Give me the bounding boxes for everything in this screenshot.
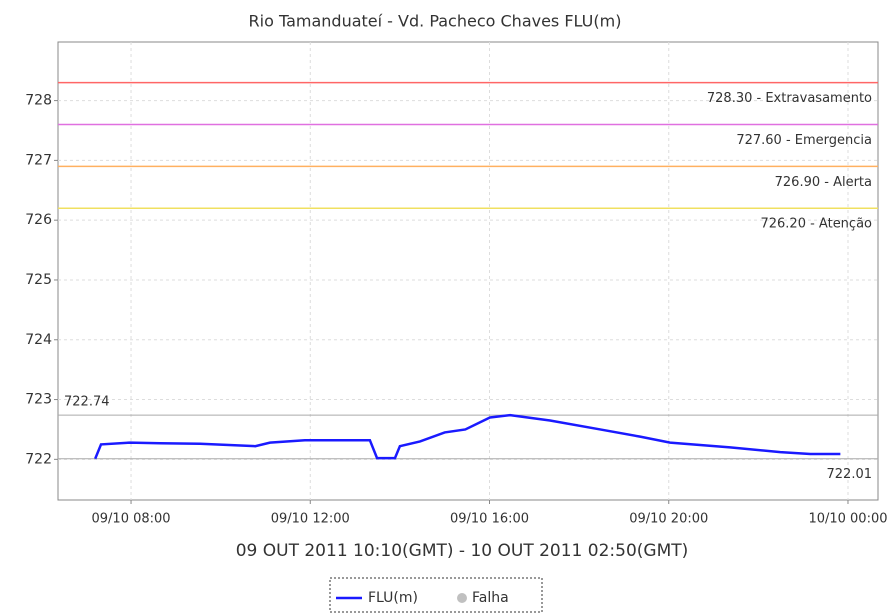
legend-label: FLU(m) bbox=[368, 590, 418, 606]
chart-title: Rio Tamanduateí - Vd. Pacheco Chaves FLU… bbox=[249, 12, 622, 31]
plot-area bbox=[57, 41, 879, 501]
data-line bbox=[94, 413, 841, 460]
legend-swatch bbox=[457, 593, 467, 603]
threshold-label: 727.60 - Emergencia bbox=[736, 133, 872, 148]
x-tick-label: 09/10 12:00 bbox=[271, 512, 350, 527]
x-tick-label: 09/10 08:00 bbox=[92, 512, 171, 527]
threshold-label: 728.30 - Extravasamento bbox=[707, 91, 872, 106]
y-tick-label: 725 bbox=[25, 272, 52, 288]
x-tick-label: 10/10 00:00 bbox=[808, 512, 887, 527]
x-tick-label: 09/10 16:00 bbox=[450, 512, 529, 527]
y-tick-label: 726 bbox=[25, 212, 52, 228]
min-label: 722.01 bbox=[827, 467, 873, 482]
threshold-label: 726.20 - Atenção bbox=[760, 217, 872, 232]
max-label: 722.74 bbox=[64, 395, 110, 410]
y-tick-label: 728 bbox=[25, 93, 52, 109]
threshold-label: 726.90 - Alerta bbox=[775, 175, 872, 190]
y-tick-label: 724 bbox=[25, 332, 52, 348]
legend-label: Falha bbox=[472, 590, 509, 606]
y-tick-label: 722 bbox=[25, 451, 52, 467]
y-tick-label: 723 bbox=[25, 392, 52, 408]
y-tick-label: 727 bbox=[25, 152, 52, 168]
x-axis-label: 09 OUT 2011 10:10(GMT) - 10 OUT 2011 02:… bbox=[236, 541, 689, 561]
legend-box bbox=[329, 577, 543, 613]
x-tick-label: 09/10 20:00 bbox=[629, 512, 708, 527]
